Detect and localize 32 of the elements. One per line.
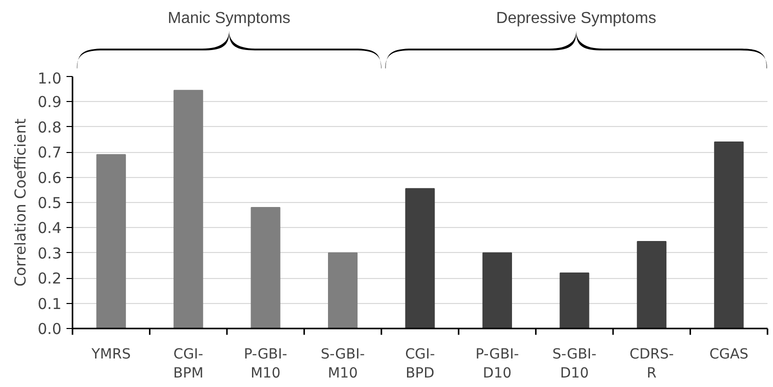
- bar: [482, 252, 512, 328]
- bar: [560, 272, 590, 328]
- y-axis-title: Correlation Coefficient: [12, 118, 30, 286]
- y-tick-label: 0.9: [38, 93, 62, 112]
- x-tick-label: CGI-BPD: [405, 346, 435, 382]
- bar: [328, 252, 358, 328]
- y-tick-label: 0.5: [38, 194, 62, 212]
- y-tick-label: 0.1: [38, 294, 62, 313]
- y-tick-label: 0.4: [38, 219, 62, 238]
- bar: [405, 188, 435, 328]
- x-tick-label: S-GBI-M10: [320, 346, 365, 382]
- bar: [250, 207, 280, 328]
- bar: [174, 90, 204, 328]
- x-tick-label: P-GBI-M10: [244, 346, 288, 382]
- text: Depressive Symptoms: [496, 10, 656, 27]
- x-tick-label: CDRS-R: [630, 346, 674, 382]
- y-tick-label: 1.0: [38, 70, 62, 88]
- y-tick-label: 0.8: [38, 118, 62, 136]
- y-tick-label: 0.7: [38, 144, 62, 162]
- x-tick-label: CGAS: [709, 346, 749, 362]
- y-tick-label: 0.6: [38, 168, 62, 187]
- bar: [96, 154, 126, 328]
- y-tick-label: 0.0: [38, 320, 62, 338]
- x-tick-label: P-GBI-D10: [476, 346, 519, 382]
- x-tick-label: CGI-BPM: [173, 346, 204, 382]
- x-tick-label: YMRS: [90, 346, 131, 362]
- x-tick-label: S-GBI-D10: [552, 346, 596, 382]
- text: Manic Symptoms: [168, 10, 290, 27]
- bar: [636, 241, 666, 328]
- bar: [714, 142, 744, 328]
- y-tick-label: 0.2: [38, 270, 62, 288]
- y-tick-label: 0.3: [38, 244, 62, 262]
